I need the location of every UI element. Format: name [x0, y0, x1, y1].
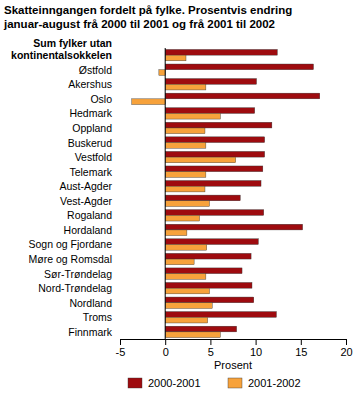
bar: [165, 332, 220, 338]
category-label: Telemark: [69, 166, 112, 178]
x-tick-mark: [256, 339, 257, 345]
category-label: Nord-Trøndelag: [38, 282, 112, 294]
category-label: Nordland: [69, 297, 112, 309]
chart: Skatteinngangen fordelt på fylke. Prosen…: [0, 0, 356, 407]
x-tick: 0: [163, 339, 169, 358]
bar: [165, 108, 254, 114]
bar: [165, 317, 207, 323]
x-tick: 10: [250, 339, 262, 358]
bar: [165, 166, 263, 172]
category-label: Sogn og Fjordane: [29, 238, 113, 250]
bar: [165, 113, 220, 119]
x-tick: 20: [340, 339, 352, 358]
bar: [165, 55, 186, 61]
category-label: Sum fylker utankontinentalsokkelen: [11, 37, 112, 61]
bar: [132, 99, 165, 105]
bar: [165, 253, 251, 259]
legend: 2000-2001 2001-2002: [128, 377, 301, 389]
category-label: Vest-Agder: [60, 195, 112, 207]
bar: [165, 282, 252, 288]
category-label: Rogaland: [67, 209, 112, 221]
category-label: Østfold: [79, 64, 112, 76]
x-tick-label: 0: [163, 346, 169, 358]
x-tick-mark: [165, 339, 166, 345]
x-axis: -5 0 5 10 15 20: [116, 339, 353, 358]
x-tick-mark: [210, 339, 211, 345]
bar: [165, 259, 194, 265]
legend-label: 2001-2002: [248, 377, 301, 389]
category-label: Møre og Romsdal: [29, 253, 112, 265]
category-label: Oppland: [72, 122, 112, 134]
category-label: Aust-Agder: [59, 180, 112, 192]
zero-line: [165, 48, 166, 339]
bar: [165, 122, 272, 128]
bar: [165, 268, 242, 274]
bar: [165, 181, 261, 187]
x-tick-label: -5: [116, 346, 126, 358]
legend-swatch: [228, 378, 242, 388]
bar: [165, 224, 302, 230]
legend-swatch: [128, 378, 142, 388]
bar: [165, 172, 206, 178]
category-label: Akershus: [68, 78, 112, 90]
x-tick: 5: [208, 339, 214, 358]
x-tick-mark: [301, 339, 302, 345]
x-tick: 15: [295, 339, 307, 358]
legend-label: 2000-2001: [148, 377, 201, 389]
bar: [165, 274, 206, 280]
bar: [165, 137, 264, 143]
bar: [165, 288, 209, 294]
bar: [165, 79, 256, 85]
bar: [165, 151, 264, 157]
bar: [165, 143, 206, 149]
bar: [165, 239, 258, 245]
x-axis-line: [121, 339, 347, 340]
x-tick: -5: [116, 339, 126, 358]
category-label: Vestfold: [75, 151, 113, 163]
bar: [165, 84, 206, 90]
bar: [165, 93, 320, 99]
x-axis-title: Prosent: [214, 359, 252, 371]
bar: [165, 210, 264, 216]
category-label: Troms: [83, 311, 112, 323]
bar: [165, 312, 276, 318]
x-tick-label: 15: [295, 346, 307, 358]
x-tick-mark: [346, 339, 347, 345]
bar: [165, 215, 199, 221]
bar: [165, 297, 254, 303]
bar: [165, 303, 212, 309]
x-tick-label: 5: [208, 346, 214, 358]
bar: [165, 230, 187, 236]
bar: [165, 201, 209, 207]
category-label: Finnmark: [68, 326, 113, 338]
bar: [165, 326, 236, 332]
category-label: Hedmark: [69, 107, 112, 119]
bar: [165, 186, 205, 192]
title: Skatteinngangen fordelt på fylke. Prosen…: [3, 4, 292, 30]
bar: [165, 195, 240, 201]
category-label: Oslo: [90, 93, 112, 105]
bar: [165, 49, 277, 55]
category-label: Buskerud: [68, 137, 113, 149]
bar: [165, 64, 313, 70]
x-tick-mark: [120, 339, 121, 345]
category-label: Hordaland: [64, 224, 113, 236]
bars: [132, 49, 320, 337]
category-label: Sør-Trøndelag: [44, 268, 112, 280]
x-tick-label: 10: [250, 346, 262, 358]
x-tick-label: 20: [340, 346, 352, 358]
bar: [165, 244, 207, 250]
category-labels: Sum fylker utankontinentalsokkelen Østfol…: [11, 37, 113, 338]
bar: [165, 157, 236, 163]
bar: [165, 128, 205, 134]
bar: [159, 70, 165, 76]
